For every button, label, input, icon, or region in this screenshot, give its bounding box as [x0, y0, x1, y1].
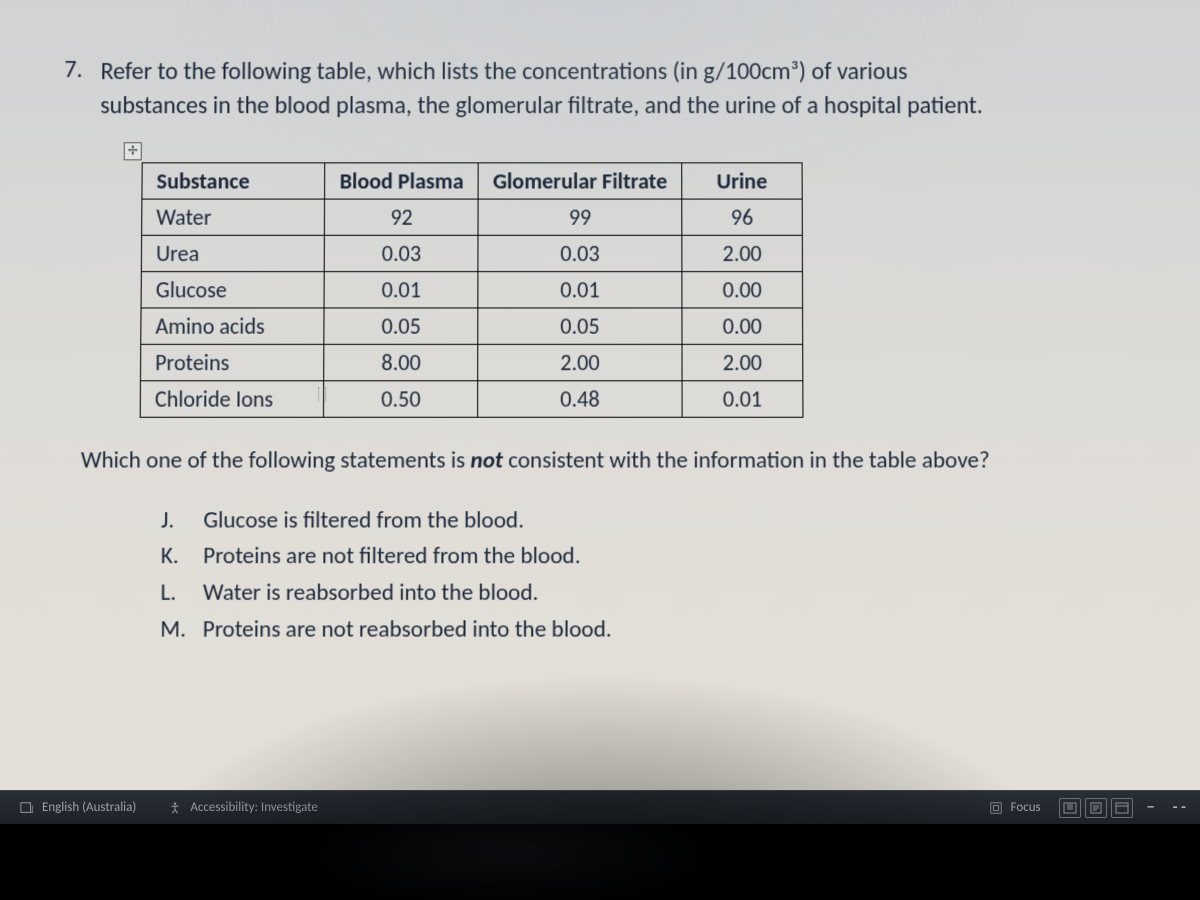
cell: Proteins — [140, 344, 324, 380]
concentration-table[interactable]: Substance Blood Plasma Glomerular Filtra… — [140, 162, 804, 417]
cell: 92 — [325, 199, 478, 235]
option-j: J. Glucose is filtered from the blood. — [161, 503, 1165, 539]
cell: Urea — [141, 235, 324, 271]
table-row: Water 92 99 96 — [142, 199, 803, 235]
zoom-separator: - - — [1169, 798, 1190, 817]
option-l: L. Water is reabsorbed into the blood. — [160, 575, 1166, 611]
web-layout-button[interactable] — [1111, 798, 1133, 818]
question-line-2: substances in the blood plasma, the glom… — [100, 91, 983, 120]
focus-label: Focus — [1011, 800, 1041, 815]
table-row: Urea 0.03 0.03 2.00 — [141, 235, 802, 271]
follow-up-emphasis: not — [470, 446, 503, 474]
question-line-1: Refer to the following table, which list… — [100, 57, 907, 86]
question-block: 7. Refer to the following table, which l… — [64, 55, 1161, 122]
question-text: Refer to the following table, which list… — [100, 55, 983, 122]
cell: 0.01 — [682, 380, 803, 416]
cell: 99 — [478, 199, 682, 235]
language-icon — [18, 799, 36, 817]
option-text: Proteins are not filtered from the blood… — [203, 539, 580, 575]
cell: 96 — [682, 199, 803, 235]
table-header-row: Substance Blood Plasma Glomerular Filtra… — [142, 163, 802, 199]
cell: 0.50 — [324, 380, 478, 416]
table-row: Glucose 0.01 0.01 0.00 — [141, 271, 803, 307]
table-body: Water 92 99 96 Urea 0.03 0.03 2.00 Gluco… — [140, 199, 803, 417]
follow-up-prefix: Which one of the following statements is — [81, 446, 471, 474]
col-substance: Substance — [142, 163, 325, 199]
col-urine: Urine — [682, 163, 802, 199]
status-bar: English (Australia) Accessibility: Inves… — [0, 790, 1200, 824]
focus-button[interactable]: Focus — [979, 795, 1049, 821]
cell: 2.00 — [682, 344, 803, 380]
cell: 0.00 — [682, 308, 803, 344]
read-mode-button[interactable] — [1059, 798, 1081, 818]
cell: 2.00 — [478, 344, 682, 380]
option-text: Water is reabsorbed into the blood. — [203, 575, 539, 611]
zoom-out-icon[interactable]: − — [1143, 798, 1159, 817]
cell: 0.03 — [478, 235, 682, 271]
move-icon: ✢ — [128, 143, 138, 158]
cell: 0.03 — [325, 235, 478, 271]
col-blood-plasma: Blood Plasma — [325, 163, 478, 199]
document-page: 7. Refer to the following table, which l… — [0, 0, 1200, 801]
cell: 8.00 — [324, 344, 478, 380]
option-text: Glucose is filtered from the blood. — [203, 503, 524, 539]
status-left-group: English (Australia) Accessibility: Inves… — [10, 795, 326, 821]
cell: 0.05 — [478, 308, 682, 344]
accessibility-icon — [166, 799, 184, 817]
cell: Chloride Ions — [140, 380, 324, 416]
cell: 2.00 — [682, 235, 803, 271]
answer-options: J. Glucose is filtered from the blood. K… — [160, 503, 1166, 648]
table-row: Proteins 8.00 2.00 2.00 — [140, 344, 802, 380]
accessibility-button[interactable]: Accessibility: Investigate — [158, 795, 326, 821]
option-m: M. Proteins are not reabsorbed into the … — [160, 612, 1166, 648]
option-letter: M. — [160, 612, 189, 648]
language-button[interactable]: English (Australia) — [10, 795, 144, 821]
option-text: Proteins are not reabsorbed into the blo… — [203, 612, 612, 648]
cell: 0.05 — [324, 308, 478, 344]
cell: Water — [142, 199, 325, 235]
cell: 0.01 — [324, 271, 478, 307]
language-label: English (Australia) — [42, 800, 136, 815]
follow-up-question: Which one of the following statements is… — [81, 446, 1165, 474]
view-mode-group — [1059, 798, 1133, 818]
question-number: 7. — [64, 55, 83, 122]
option-k: K. Proteins are not filtered from the bl… — [161, 539, 1166, 575]
cell: 0.48 — [478, 380, 682, 416]
option-letter: J. — [161, 503, 190, 539]
cell: Amino acids — [141, 308, 325, 344]
option-letter: L. — [160, 575, 189, 611]
follow-up-suffix: consistent with the information in the t… — [503, 446, 990, 474]
cell: 0.01 — [478, 271, 682, 307]
print-layout-button[interactable] — [1085, 798, 1107, 818]
table-row: Chloride Ions 0.50 0.48 0.01 — [140, 380, 803, 416]
table-move-handle[interactable]: ✢ — [124, 142, 142, 160]
cell: 0.00 — [682, 271, 803, 307]
option-letter: K. — [161, 539, 190, 575]
screen-reflection — [0, 824, 1200, 900]
accessibility-label: Accessibility: Investigate — [190, 800, 318, 815]
cell: Glucose — [141, 271, 325, 307]
col-glomerular-filtrate: Glomerular Filtrate — [478, 163, 682, 199]
focus-icon — [987, 799, 1005, 817]
status-right-group: Focus − - - — [979, 795, 1190, 821]
table-row: Amino acids 0.05 0.05 0.00 — [141, 308, 803, 344]
